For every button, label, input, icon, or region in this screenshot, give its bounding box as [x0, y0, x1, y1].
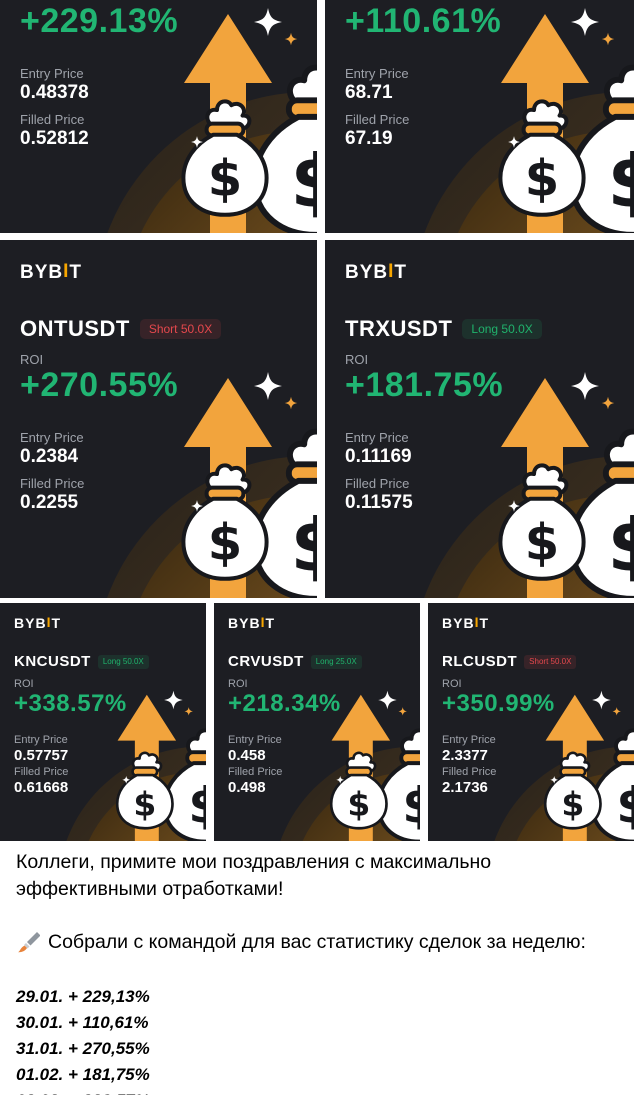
entry-price-label: Entry Price [20, 66, 84, 81]
bybit-logo: BYBIT [228, 614, 276, 631]
filled-price-value: 0.52812 [20, 128, 89, 149]
entry-price-label: Entry Price [345, 430, 409, 445]
roi-card-cropped-2: ROI +110.61% Entry Price 68.71 Filled Pr… [325, 0, 634, 233]
roi-label: ROI [14, 678, 34, 690]
roi-label: ROI [228, 678, 248, 690]
stats-intro-text: Собрали с командой для вас статистику сд… [48, 931, 586, 953]
position-badge: Long 50.0X [97, 654, 149, 669]
stat-line: 02.02. + 338,57% [16, 1088, 618, 1095]
profit-illustration [0, 240, 317, 598]
roi-card-kncusdt: BYBIT KNCUSDT Long 50.0X ROI +338.57% Ent… [0, 603, 206, 841]
greeting-text: Коллеги, примите мои поздравления с макс… [16, 851, 492, 900]
roi-value: +229.13% [20, 2, 179, 40]
roi-label: ROI [345, 0, 368, 3]
filled-price-value: 0.498 [228, 779, 266, 796]
bybit-logo: BYBIT [14, 614, 62, 631]
pair-name: RLCUSDT Short 50.0X [442, 653, 577, 670]
entry-price-value: 2.3377 [442, 747, 488, 764]
stats-intro-line: Собрали с командой для вас статистику сд… [16, 929, 618, 956]
entry-price-label: Entry Price [442, 734, 496, 746]
pair-name: TRXUSDT Long 50.0X [345, 316, 542, 342]
roi-card-cropped-1: ROI +229.13% Entry Price 0.48378 Filled … [0, 0, 317, 233]
paintbrush-icon [18, 931, 40, 952]
filled-price-label: Filled Price [14, 766, 69, 778]
roi-card-trxusdt: BYBIT TRXUSDT Long 50.0X ROI +181.75% Ent… [325, 240, 634, 598]
filled-price-label: Filled Price [20, 112, 85, 127]
card-row-middle: BYBIT ONTUSDT Short 50.0X ROI +270.55% En… [0, 240, 634, 598]
stat-line: 01.02. + 181,75% [16, 1065, 150, 1084]
message-text-block: Коллеги, примите мои поздравления с макс… [0, 841, 634, 1095]
position-badge: Short 50.0X [139, 319, 222, 339]
roi-card-ontusdt: BYBIT ONTUSDT Short 50.0X ROI +270.55% En… [0, 240, 317, 598]
filled-price-value: 0.11575 [345, 492, 413, 513]
profit-illustration [428, 603, 634, 841]
entry-price-value: 0.11169 [345, 446, 412, 467]
roi-label: ROI [442, 678, 462, 690]
filled-price-label: Filled Price [345, 112, 410, 127]
pair-name: KNCUSDT Long 50.0X [14, 653, 149, 670]
filled-price-value: 0.2255 [20, 492, 79, 513]
stat-line: 31.01. + 270,55% [16, 1039, 150, 1058]
roi-value: +338.57% [14, 690, 127, 717]
position-badge: Long 25.0X [310, 654, 362, 669]
card-row-top: ROI +229.13% Entry Price 0.48378 Filled … [0, 0, 634, 233]
entry-price-value: 0.458 [228, 747, 266, 764]
pair-name: ONTUSDT Short 50.0X [20, 316, 222, 342]
profit-illustration [0, 603, 206, 841]
pair-name: CRVUSDT Long 25.0X [228, 653, 362, 670]
profit-illustration [325, 240, 634, 598]
filled-price-label: Filled Price [20, 476, 85, 491]
position-badge: Long 50.0X [462, 319, 542, 339]
roi-label: ROI [345, 352, 369, 367]
roi-label: ROI [20, 0, 43, 3]
filled-price-value: 0.61668 [14, 779, 69, 796]
bybit-logo: BYBIT [345, 261, 408, 283]
entry-price-value: 0.2384 [20, 446, 79, 467]
roi-value: +181.75% [345, 366, 504, 404]
roi-value: +350.99% [442, 690, 555, 717]
filled-price-label: Filled Price [345, 476, 410, 491]
filled-price-label: Filled Price [228, 766, 283, 778]
stat-line: 29.01. + 229,13% [16, 987, 150, 1006]
roi-card-crvusdt: BYBIT CRVUSDT Long 25.0X ROI +218.34% Ent… [214, 603, 420, 841]
filled-price-value: 2.1736 [442, 779, 488, 796]
roi-value: +110.61% [345, 2, 502, 40]
profit-illustration [214, 603, 420, 841]
filled-price-value: 67.19 [345, 128, 393, 149]
entry-price-label: Entry Price [228, 734, 282, 746]
weekly-stats-list: 29.01. + 229,13% 30.01. + 110,61% 31.01.… [16, 984, 618, 1095]
entry-price-value: 68.71 [345, 82, 393, 103]
stat-line: 30.01. + 110,61% [16, 1013, 149, 1032]
roi-value: +218.34% [228, 690, 341, 717]
entry-price-label: Entry Price [14, 734, 68, 746]
card-row-bottom: BYBIT KNCUSDT Long 50.0X ROI +338.57% Ent… [0, 603, 634, 841]
filled-price-label: Filled Price [442, 766, 497, 778]
entry-price-label: Entry Price [345, 66, 409, 81]
entry-price-label: Entry Price [20, 430, 84, 445]
entry-price-value: 0.48378 [20, 82, 89, 103]
bybit-logo: BYBIT [442, 614, 490, 631]
position-badge: Short 50.0X [524, 654, 577, 669]
roi-value: +270.55% [20, 366, 179, 404]
roi-card-rlcusdt: BYBIT RLCUSDT Short 50.0X ROI +350.99% En… [428, 603, 634, 841]
bybit-logo: BYBIT [20, 261, 83, 283]
roi-label: ROI [20, 352, 44, 367]
entry-price-value: 0.57757 [14, 747, 69, 764]
